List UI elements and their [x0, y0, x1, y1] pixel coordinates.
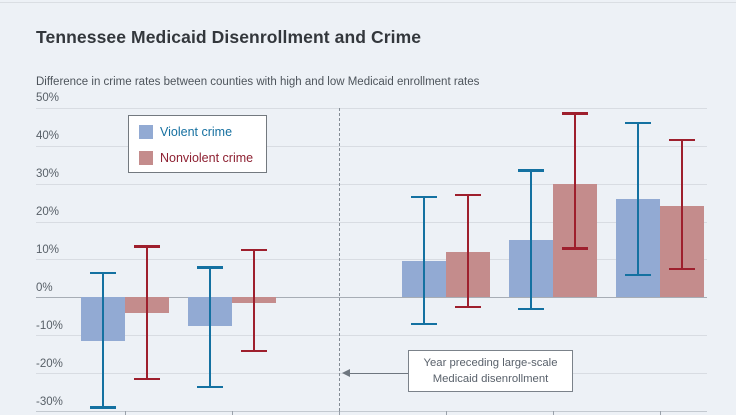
y-axis-tick-label: 0% — [36, 281, 53, 294]
violent-crime-error-bar-cap — [90, 406, 116, 409]
y-axis-tick-label: -20% — [36, 357, 63, 370]
y-axis-tick-label: -30% — [36, 395, 63, 408]
gridline — [36, 259, 707, 261]
nonviolent-crime-error-bar — [681, 139, 683, 269]
chart-title: Tennessee Medicaid Disenrollment and Cri… — [36, 27, 422, 47]
x-axis-tick — [553, 411, 554, 415]
violent-crime-error-bar — [209, 267, 211, 387]
gridline — [36, 221, 707, 223]
violent-crime-error-bar-cap — [197, 266, 223, 269]
y-axis-tick-label: 50% — [36, 92, 60, 105]
gridline — [36, 335, 707, 337]
violent-crime-error-bar-cap — [518, 307, 544, 311]
nonviolent-crime-error-bar-cap — [669, 267, 695, 271]
y-axis-tick-label: 40% — [36, 130, 60, 143]
x-axis-tick — [125, 411, 126, 415]
annotation-line-2: Medicaid disenrollment — [432, 372, 549, 385]
y-axis-tick-label: -10% — [36, 319, 63, 332]
nonviolent-crime-error-bar-cap — [241, 248, 267, 252]
violent-crime-error-bar — [102, 272, 104, 408]
nonviolent-crime-error-bar-cap — [455, 193, 481, 197]
violent-crime-error-bar-cap — [411, 195, 437, 199]
reference-period-dashed-line — [339, 108, 340, 411]
gridline — [36, 183, 707, 185]
x-axis-tick — [339, 411, 340, 415]
nonviolent-crime-error-bar — [467, 194, 469, 307]
legend-label-violent-crime: Violent crime — [160, 125, 233, 139]
violent-crime-error-bar-cap — [518, 169, 544, 172]
nonviolent-crime-error-bar-cap — [562, 112, 588, 115]
violent-crime-error-bar-cap — [197, 385, 223, 389]
x-axis-tick — [660, 411, 661, 415]
violent-crime-error-bar — [530, 170, 532, 309]
violent-crime-swatch-icon — [139, 125, 153, 139]
violent-crime-error-bar-cap — [90, 271, 116, 275]
y-axis-tick-label: 20% — [36, 206, 60, 218]
nonviolent-crime-error-bar — [146, 246, 148, 379]
nonviolent-crime-error-bar-cap — [669, 138, 695, 142]
x-axis-tick — [446, 411, 447, 415]
chart-subtitle: Difference in crime rates between counti… — [36, 76, 480, 88]
nonviolent-crime-error-bar — [253, 249, 255, 351]
legend-label-nonviolent-crime: Nonviolent crime — [160, 151, 254, 165]
gridline — [36, 411, 707, 413]
top-edge-divider — [0, 2, 736, 3]
annotation-line-1: Year preceding large-scale — [423, 357, 558, 369]
zero-gridline — [36, 297, 707, 299]
nonviolent-crime-swatch-icon — [139, 151, 153, 165]
violent-crime-error-bar — [637, 122, 639, 275]
violent-crime-error-bar — [423, 196, 425, 324]
legend: Violent crime Nonviolent crime — [128, 115, 267, 173]
nonviolent-crime-error-bar-cap — [455, 305, 481, 309]
x-axis-line — [36, 410, 707, 412]
nonviolent-crime-error-bar-cap — [134, 245, 160, 248]
nonviolent-crime-error-bar-cap — [562, 247, 588, 250]
x-axis-tick — [232, 411, 233, 415]
annotation-arrow-head-icon — [342, 369, 350, 377]
annotation-arrow-line — [349, 372, 408, 374]
nonviolent-crime-error-bar-cap — [241, 349, 267, 352]
gridline — [36, 145, 707, 147]
nonviolent-crime-error-bar — [574, 113, 576, 249]
violent-crime-error-bar-cap — [625, 273, 651, 277]
violent-crime-error-bar-cap — [625, 121, 651, 125]
y-axis-tick-label: 30% — [36, 168, 60, 181]
gridline — [36, 107, 707, 109]
nonviolent-crime-error-bar-cap — [134, 377, 160, 381]
violent-crime-error-bar-cap — [411, 322, 437, 326]
y-axis-tick-label: 10% — [36, 243, 60, 256]
annotation-box: Year preceding large-scale Medicaid dise… — [408, 350, 573, 392]
